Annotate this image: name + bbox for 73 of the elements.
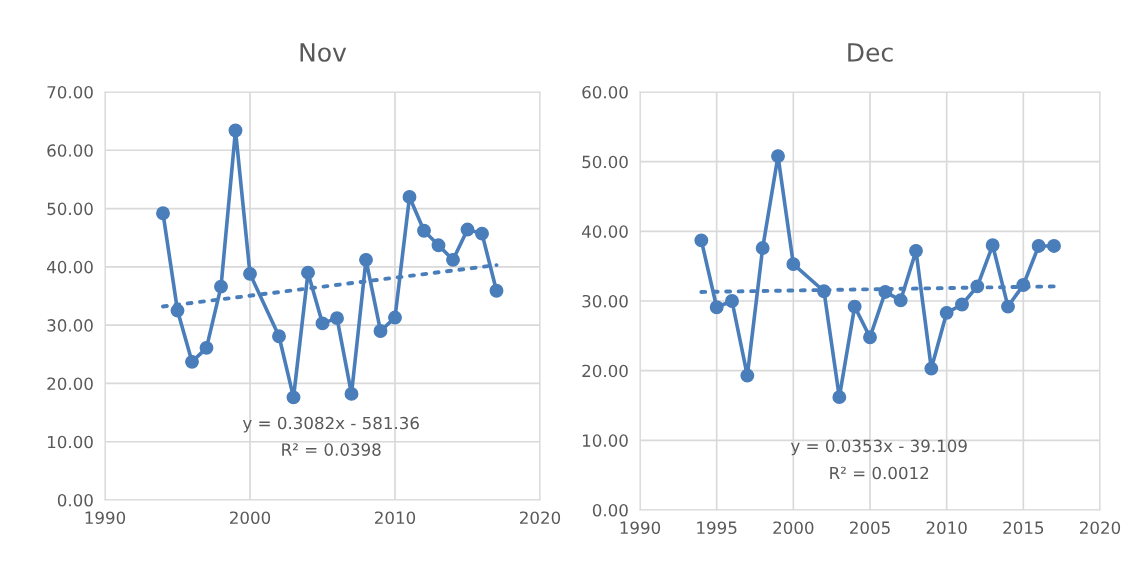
- point: [402, 189, 417, 204]
- point: [315, 316, 330, 331]
- point: [301, 265, 315, 280]
- point: [446, 252, 460, 267]
- point: [199, 340, 214, 355]
- point: [694, 233, 709, 248]
- x-tick-label: 1990: [85, 511, 126, 525]
- x-tick-label: 2015: [1003, 521, 1044, 535]
- point: [709, 300, 724, 315]
- annotation: y = 0.3082x - 581.36: [242, 416, 419, 433]
- x-tick-label: 2020: [1080, 521, 1121, 535]
- y-tick-label: 70.00: [47, 85, 93, 99]
- point: [771, 149, 785, 164]
- y-tick-label: 10.00: [583, 434, 628, 447]
- point: [1031, 239, 1046, 253]
- y-tick-label: 60.00: [47, 144, 93, 157]
- y-tick-label: 20.00: [47, 377, 93, 390]
- point: [156, 206, 170, 221]
- point: [228, 123, 243, 138]
- y-tick-label: 10.00: [48, 435, 93, 449]
- chart-title: Dec: [848, 43, 893, 62]
- point: [330, 311, 344, 326]
- y-tick-label: 50.00: [582, 155, 628, 169]
- point: [1001, 299, 1015, 314]
- annotation: R² = 0.0398: [282, 443, 381, 456]
- point: [893, 293, 908, 308]
- point: [344, 386, 359, 401]
- y-tick-label: 30.00: [47, 319, 93, 332]
- point: [359, 252, 373, 267]
- y-tick-label: 30.00: [582, 294, 628, 308]
- x-tick-label: 2010: [375, 511, 416, 525]
- point: [847, 299, 862, 314]
- point: [909, 243, 923, 258]
- y-tick-label: 0.00: [592, 503, 628, 517]
- point: [489, 283, 504, 298]
- point: [863, 330, 877, 345]
- x-tick-label: 2010: [926, 521, 967, 535]
- x-tick-label: 2005: [850, 521, 890, 535]
- point: [185, 354, 199, 369]
- y-tick-label: 0.00: [57, 493, 93, 507]
- point: [460, 222, 475, 237]
- y-tick-label: 20.00: [582, 364, 628, 378]
- point: [417, 223, 431, 238]
- x-tick-label: 2000: [773, 521, 814, 535]
- chart-title: Nov: [300, 43, 347, 62]
- point: [755, 241, 770, 255]
- point: [924, 361, 939, 376]
- y-tick-label: 60.00: [582, 85, 628, 99]
- point: [985, 238, 1000, 253]
- point: [243, 266, 257, 281]
- point: [740, 368, 755, 383]
- point: [725, 294, 739, 308]
- point: [388, 310, 402, 325]
- annotation: y = 0.0353x - 39.109: [790, 439, 967, 456]
- point: [431, 238, 446, 253]
- x-tick-label: 1990: [620, 521, 661, 535]
- point: [832, 390, 847, 405]
- point: [272, 329, 286, 344]
- x-tick-label: 2020: [520, 511, 561, 525]
- point: [1047, 239, 1061, 253]
- point: [373, 324, 388, 338]
- point: [786, 257, 801, 272]
- y-tick-label: 40.00: [581, 225, 628, 238]
- point: [955, 297, 969, 312]
- x-tick-label: 2000: [230, 511, 271, 525]
- point: [214, 279, 228, 294]
- point: [286, 390, 301, 405]
- point: [939, 305, 954, 320]
- y-tick-label: 40.00: [46, 260, 93, 274]
- y-tick-label: 50.00: [47, 202, 93, 216]
- x-tick-label: 1995: [697, 521, 737, 535]
- annotation: R² = 0.0012: [830, 466, 929, 480]
- point: [475, 226, 489, 241]
